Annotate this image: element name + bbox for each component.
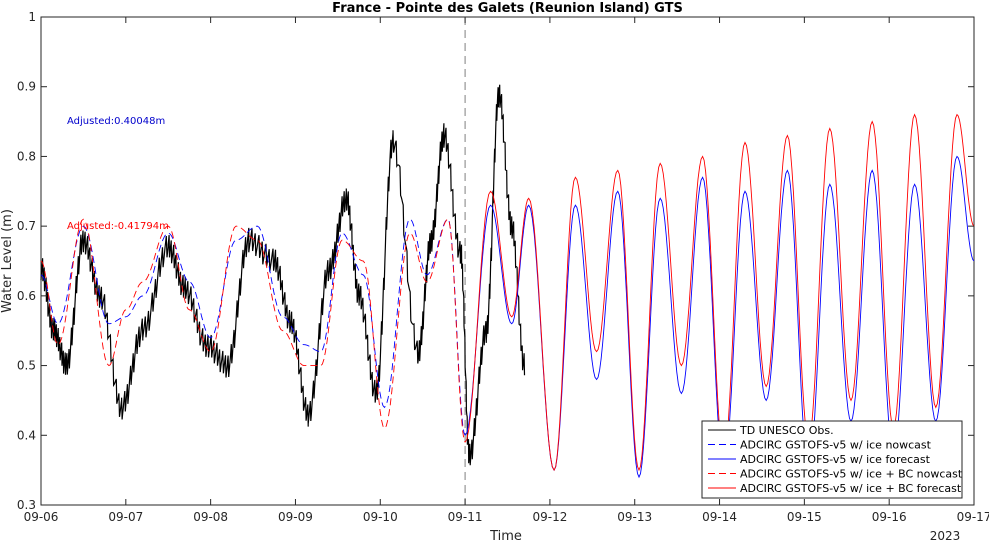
x-tick-label: 09-16 — [872, 510, 907, 524]
ticks-layer: 09-06 09-07 09-08 09-09 09-10 09-11 09-12 09-13… — [17, 10, 989, 524]
legend-items: TD UNESCO Obs. ADCIRC GSTOFS-v5 w/ ice no… — [708, 424, 963, 495]
adjusted-annotation-red: Adjusted:-0.41794m — [67, 221, 169, 232]
x-tick-label: 09-17 — [957, 510, 989, 524]
y-tick-label: 0.6 — [17, 289, 36, 303]
y-tick-label: 0.3 — [17, 498, 36, 512]
y-tick-label: 0.4 — [17, 428, 36, 442]
y-tick-label: 0.9 — [17, 80, 36, 94]
y-axis-label: Water Level (m) — [0, 209, 15, 313]
series-line-3 — [40, 218, 466, 443]
x-tick-label: 09-06 — [24, 510, 59, 524]
chart-title: France - Pointe des Galets (Reunion Isla… — [332, 1, 683, 16]
y-tick-label: 0.8 — [17, 149, 36, 163]
x-tick-label: 09-08 — [193, 510, 228, 524]
legend-label: ADCIRC GSTOFS-v5 w/ ice nowcast — [740, 439, 932, 452]
adjusted-annotation-blue: Adjusted:0.40048m — [67, 116, 165, 127]
series-line-1 — [40, 218, 466, 436]
legend-box — [701, 420, 963, 499]
x-tick-label: 09-10 — [363, 510, 398, 524]
x-axis-label: Time — [489, 529, 522, 541]
series-line-0 — [40, 84, 526, 466]
x-tick-label: 09-15 — [787, 510, 822, 524]
chart-legend: TD UNESCO Obs. ADCIRC GSTOFS-v5 w/ ice no… — [701, 420, 963, 499]
plot-area: 09-06 09-07 09-08 09-09 09-10 09-11 09-12 09-13… — [17, 10, 989, 524]
legend-label: ADCIRC GSTOFS-v5 w/ ice forecast — [740, 453, 931, 466]
year-label: 2023 — [930, 529, 961, 541]
x-tick-label: 09-13 — [617, 510, 652, 524]
y-tick-label: 1 — [28, 10, 36, 24]
x-tick-label: 09-09 — [278, 510, 313, 524]
legend-label: TD UNESCO Obs. — [739, 424, 834, 437]
legend-label: ADCIRC GSTOFS-v5 w/ ice + BC nowcast — [740, 468, 963, 481]
x-tick-label: 09-12 — [532, 510, 567, 524]
x-tick-label: 09-11 — [448, 510, 483, 524]
x-tick-label: 09-14 — [702, 510, 737, 524]
legend-label: ADCIRC GSTOFS-v5 w/ ice + BC forecast — [740, 482, 962, 495]
x-tick-label: 09-07 — [108, 510, 143, 524]
y-tick-label: 0.5 — [17, 359, 36, 373]
y-tick-label: 0.7 — [17, 219, 36, 233]
